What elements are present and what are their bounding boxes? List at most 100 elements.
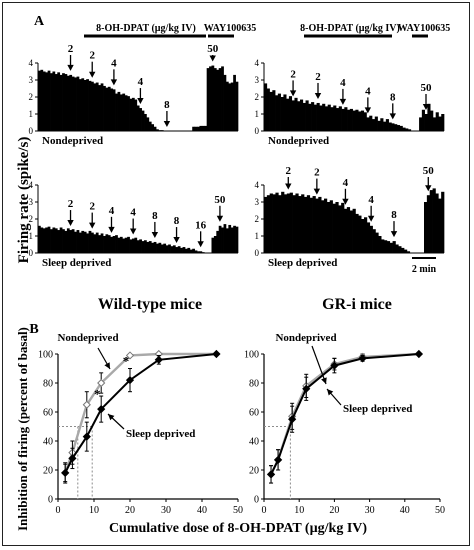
trace-bar xyxy=(308,103,312,131)
injection-dose-label: 4 xyxy=(111,57,117,69)
plot-y-tick-label: 80 xyxy=(43,379,53,390)
trace-bar xyxy=(297,101,301,131)
trace-bar xyxy=(225,228,229,253)
plot-y-tick-label: 0 xyxy=(48,495,53,506)
trace-bar xyxy=(294,97,298,131)
plot-y-tick-label: 100 xyxy=(244,350,259,361)
trace-bar xyxy=(64,74,68,131)
trace-bar xyxy=(100,233,104,253)
trace-bar xyxy=(184,248,188,253)
trace-bar xyxy=(295,193,299,253)
injection-dose-label: 2 xyxy=(286,165,292,177)
trace-bar xyxy=(105,234,109,253)
panel-a-letter: A xyxy=(34,14,45,29)
trace-bar xyxy=(360,110,365,131)
trace-bar xyxy=(209,66,212,131)
trace-bar xyxy=(302,102,306,131)
trace-bar xyxy=(438,116,442,131)
trace-bar xyxy=(131,97,135,131)
trace-bar xyxy=(355,213,359,253)
trace-bar xyxy=(199,125,203,131)
data-point-marker xyxy=(97,378,106,388)
trace-bar xyxy=(324,106,329,131)
trace-bar xyxy=(160,130,164,131)
plot-x-tick-label: 0 xyxy=(262,505,267,516)
trace-bar xyxy=(38,70,41,131)
trace-bar xyxy=(74,231,77,253)
trace-bar xyxy=(170,246,174,253)
trace-2: 0 1 2 3 4 2 2 4 4 8 50 Nondeprived xyxy=(255,58,445,147)
trace-bar xyxy=(424,202,428,253)
significance-star: * xyxy=(94,387,101,402)
dose-response-plot-1: 0 20 40 60 80 100 0 10 20 30 40 50 * * xyxy=(38,350,243,517)
trace-bar xyxy=(335,202,339,253)
trace-bar xyxy=(311,102,315,131)
plot-y-tick-label: 60 xyxy=(43,408,53,419)
trace-bar xyxy=(98,235,102,253)
trace-bar xyxy=(278,195,282,253)
trace-bar xyxy=(349,108,353,131)
trace-bar xyxy=(364,217,368,253)
injection-arrow-head xyxy=(137,98,144,105)
trace-bar xyxy=(372,229,376,253)
injection-arrow-head xyxy=(339,98,347,105)
trace-bar xyxy=(110,88,114,131)
trace-bar xyxy=(344,208,348,253)
trace-bar xyxy=(361,219,365,253)
injection-dose-label: 8 xyxy=(152,210,158,222)
trace-bar xyxy=(151,242,155,253)
trace-bar xyxy=(57,72,61,131)
trace-bar xyxy=(329,200,333,253)
trace-bar xyxy=(306,195,311,253)
trace-bar xyxy=(187,247,191,253)
trace-bar xyxy=(211,237,215,253)
series-callout-arrow-head xyxy=(104,362,110,369)
trace-bar xyxy=(322,103,326,131)
injection-arrow-head xyxy=(67,64,74,71)
time-scale-label: 2 min xyxy=(412,264,437,275)
series-callout-label: Nondeprived xyxy=(275,332,336,344)
trace-y-tick-label: 0 xyxy=(29,248,34,258)
trace-bar xyxy=(223,74,227,131)
trace-bar xyxy=(218,68,222,131)
trace-bar xyxy=(158,242,162,253)
trace-bar xyxy=(313,104,317,131)
trace-bar xyxy=(103,236,106,253)
series-callout-arrow-shaft xyxy=(311,345,327,385)
trace-bar xyxy=(81,230,85,253)
trace-bar xyxy=(228,83,232,131)
trace-bar xyxy=(40,69,44,131)
trace-bar xyxy=(192,126,195,131)
trace-bar xyxy=(404,249,408,253)
trace-y-tick-label: 0 xyxy=(255,126,260,136)
trace-bar xyxy=(115,235,118,253)
trace-y-tick-label: 1 xyxy=(29,109,34,119)
significance-star: * xyxy=(123,353,130,368)
trace-bar xyxy=(406,251,411,253)
injection-dose-label: 2 xyxy=(314,167,320,179)
trace-bar xyxy=(197,126,200,131)
plot-y-tick-label: 40 xyxy=(43,437,53,448)
series-callout: Sleep deprived xyxy=(326,388,412,415)
injection-dose-label: 8 xyxy=(164,99,170,111)
trace-bar xyxy=(275,192,279,253)
trace-bar xyxy=(221,66,224,131)
injection-arrow-head xyxy=(67,220,74,227)
trace-bar xyxy=(74,77,77,131)
data-point-marker xyxy=(154,355,163,364)
plot-y-tick-label: 80 xyxy=(249,379,259,390)
trace-bar xyxy=(197,251,200,253)
data-point-marker xyxy=(212,349,221,359)
panel-b-letter: B xyxy=(29,322,38,337)
trace-bar xyxy=(269,91,273,131)
panel-a-y-axis-title: Firing rate (spike/s) xyxy=(16,137,32,264)
trace-bar xyxy=(225,81,229,131)
injection-dose-label: 4 xyxy=(130,207,136,219)
trace-bar xyxy=(289,192,293,253)
trace-y-tick-label: 2 xyxy=(255,214,260,224)
injection-dose-label: 50 xyxy=(214,194,226,206)
plot-x-tick-label: 50 xyxy=(435,505,445,516)
trace-y-tick-label: 3 xyxy=(255,75,260,85)
trace-bar xyxy=(182,247,186,253)
